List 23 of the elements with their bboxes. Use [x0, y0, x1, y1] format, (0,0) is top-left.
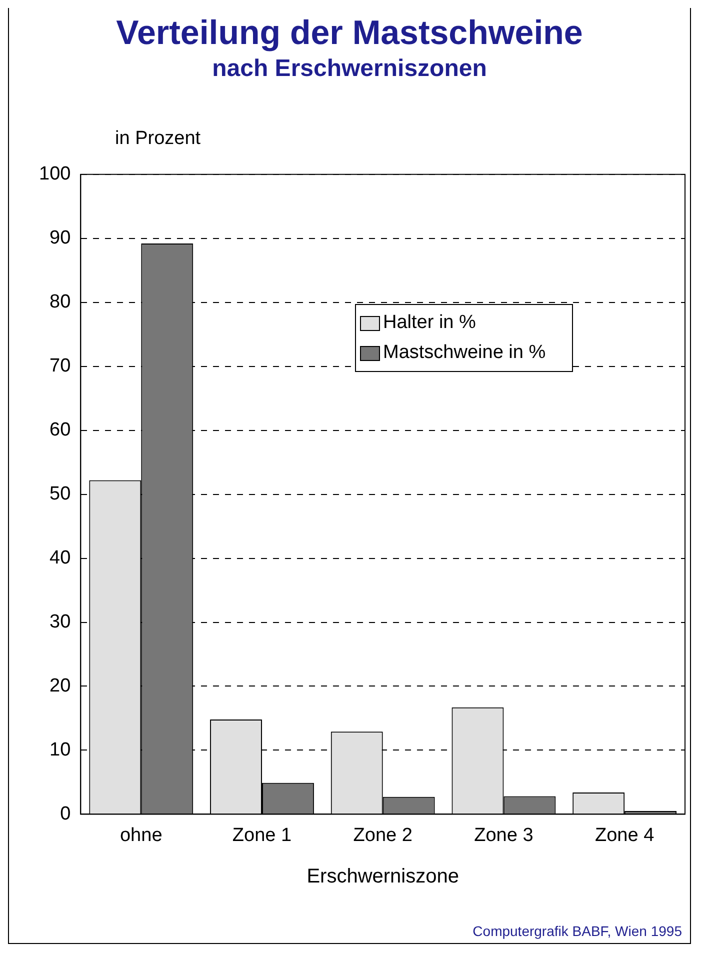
x-axis-title: Erschwerniszone: [306, 866, 459, 888]
legend-label: Mastschweine in %: [383, 342, 546, 364]
y-tick-label: 90: [50, 228, 71, 249]
x-tick-label: Zone 1: [232, 824, 292, 846]
y-tick-label: 40: [50, 548, 71, 569]
chart-subtitle: nach Erschwerniszonen: [211, 55, 488, 83]
y-tick-label: 50: [50, 484, 71, 505]
legend-label: Halter in %: [383, 312, 476, 334]
y-tick-label: 30: [50, 611, 71, 632]
y-tick-label: 20: [50, 675, 71, 696]
y-tick-label: 100: [39, 164, 71, 185]
y-axis-title: in Prozent: [115, 128, 201, 150]
y-tick-label: 60: [50, 420, 71, 441]
y-tick-label: 80: [50, 292, 71, 313]
x-tick-label: ohne: [120, 824, 162, 846]
chart-title: Verteilung der Mastschweine: [115, 13, 584, 53]
x-tick-label: Zone 2: [353, 824, 412, 846]
x-tick-label: Zone 3: [474, 824, 534, 846]
x-tick-label: Zone 4: [594, 824, 655, 846]
y-tick-label: 0: [60, 803, 71, 824]
y-tick-label: 10: [50, 739, 71, 760]
y-tick-label: 70: [50, 356, 71, 377]
text: Computergrafik BABF, Wien 1995: [472, 923, 682, 939]
